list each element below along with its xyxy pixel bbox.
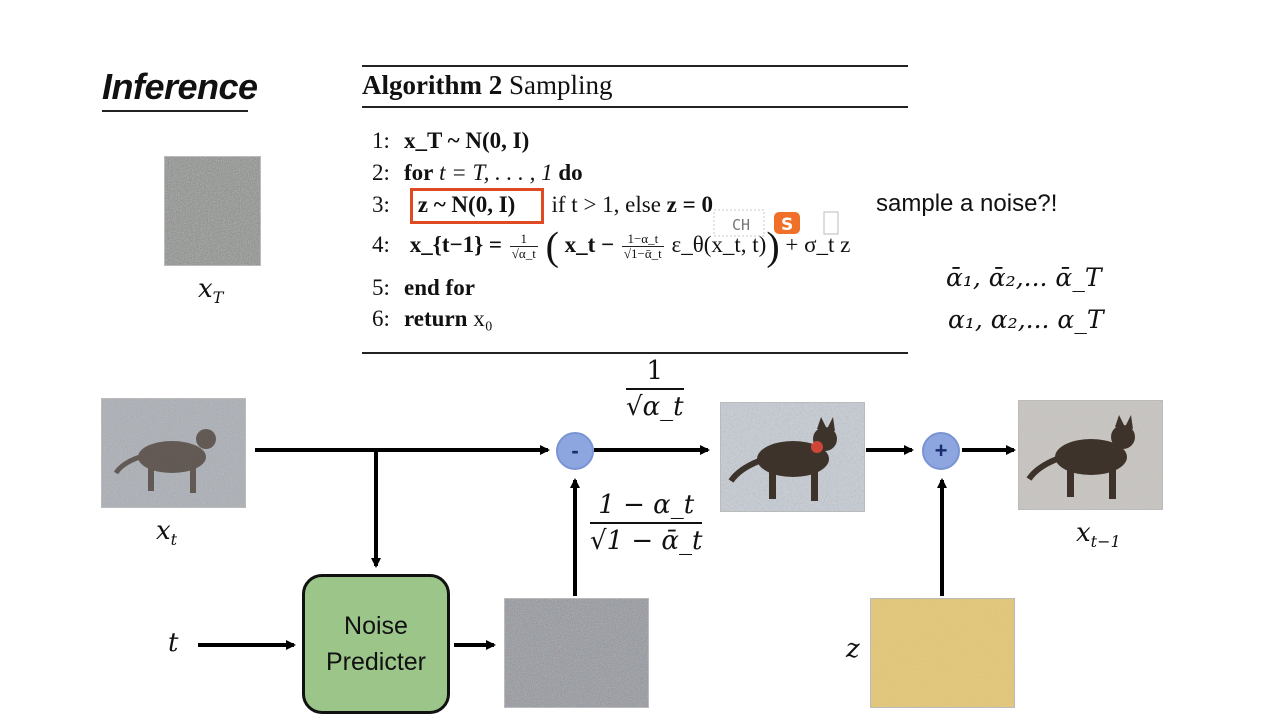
sample-noise-note: sample a noise?!	[876, 190, 1058, 217]
noise-predicter-label-2: Predicter	[325, 648, 427, 676]
highlight-box	[410, 188, 544, 224]
label-xT: xT	[198, 274, 224, 308]
plus-operator: +	[922, 432, 960, 470]
cat-image-xt-minus-1	[1018, 400, 1163, 510]
minus-operator: -	[556, 432, 594, 470]
ime-settings-icon	[823, 211, 839, 235]
ime-toolbar[interactable]: CH S	[712, 206, 842, 240]
algo-line-5: 5: end for	[372, 275, 475, 300]
alpha-sequence: α₁, α₂,... α_T	[948, 305, 1104, 334]
label-z: z	[846, 634, 860, 664]
algo-top-rule	[362, 65, 908, 67]
section-title: Inference	[102, 66, 258, 107]
gaussian-noise-image-z	[870, 598, 1015, 708]
noise-image-xT	[164, 156, 261, 266]
noisy-cat-image-xt	[101, 398, 246, 508]
alpha-bar-sequence: ᾱ₁, ᾱ₂,... ᾱ_T	[946, 263, 1102, 292]
coef-noise-scale: 1 − α_t √1 − ᾱ_t	[590, 490, 703, 556]
label-xt-minus-1: xt−1	[1076, 518, 1121, 552]
algo-bottom-rule	[362, 352, 908, 354]
noise-predicter-label-1: Noise	[344, 612, 408, 640]
noise-predicter-block: Noise Predicter	[302, 574, 450, 714]
algo-mid-rule	[362, 106, 908, 108]
algo-line-3: 3: z ~ N(0, I) if t > 1, else z = 0	[372, 192, 713, 217]
label-t: t	[168, 628, 179, 658]
algo-line-1: 1: x_T ~ N(0, I)	[372, 128, 530, 153]
ime-lang-label: CH	[732, 216, 750, 234]
cursor-pointer-dot	[811, 441, 823, 453]
title-underline	[102, 110, 248, 112]
sogou-logo-icon: S	[774, 212, 800, 235]
svg-text:S: S	[781, 215, 793, 235]
coef-one-over-sqrt-alpha: 1 √α_t	[626, 356, 684, 422]
predicted-noise-image	[504, 598, 649, 708]
label-xt: xt	[156, 516, 178, 550]
denoised-cat-image	[720, 402, 865, 512]
algo-line-6: 6: return x₀	[372, 306, 493, 331]
algo-line-2: 2: for t = T, . . . , 1 do	[372, 160, 583, 185]
algorithm-title: Algorithm 2 Sampling	[362, 70, 613, 100]
algo-line-4: 4: x_{t−1} = 1 √α_t ( x_t − 1−α_t √1−ᾱ_t ε…	[372, 223, 851, 269]
